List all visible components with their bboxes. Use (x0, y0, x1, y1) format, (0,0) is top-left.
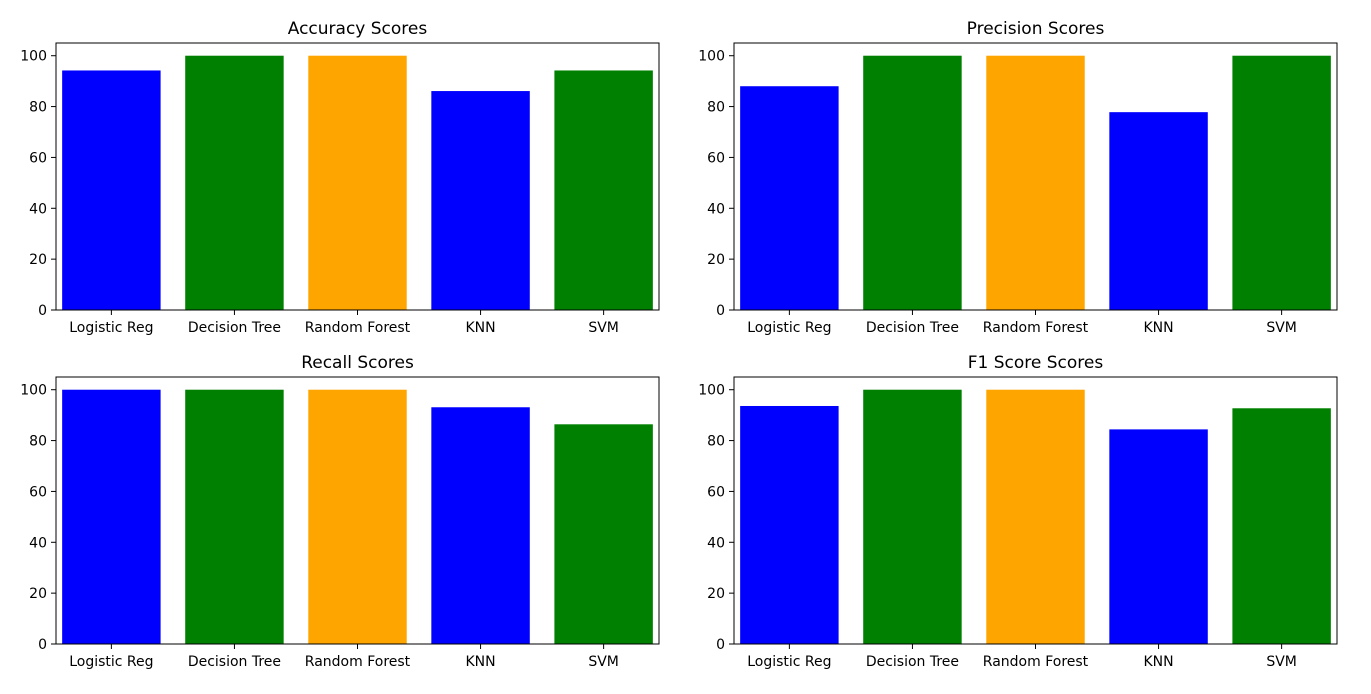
y-tick-label: 40 (29, 535, 47, 551)
x-tick-label-svm: SVM (588, 654, 619, 670)
chart-title: Accuracy Scores (288, 19, 428, 39)
y-tick-label: 0 (716, 303, 725, 319)
y-tick-label: 20 (29, 252, 47, 268)
x-tick-label-random-forest: Random Forest (305, 654, 411, 670)
bar-decision-tree (185, 389, 284, 644)
bar-logistic-reg (740, 86, 839, 310)
bar-logistic-reg (740, 405, 839, 644)
x-tick-label-logistic-reg: Logistic Reg (69, 654, 153, 670)
bar-svm (1232, 408, 1331, 644)
x-tick-label-logistic-reg: Logistic Reg (747, 654, 831, 670)
x-tick-label-knn: KNN (465, 654, 495, 670)
bar-random-forest (986, 389, 1085, 644)
x-tick-label-decision-tree: Decision Tree (866, 320, 959, 336)
y-tick-label: 60 (29, 484, 47, 500)
bar-logistic-reg (62, 70, 161, 310)
chart-panel-recall-scores: 0 20 40 60 80 100 Logistic Reg Decision Tree Ran… (20, 353, 660, 670)
x-tick-label-svm: SVM (588, 320, 619, 336)
x-tick-label-svm: SVM (1266, 654, 1297, 670)
x-tick-label-logistic-reg: Logistic Reg (747, 320, 831, 336)
y-tick-label: 20 (707, 586, 725, 602)
x-tick-label-random-forest: Random Forest (983, 320, 1089, 336)
y-tick-label: 100 (20, 383, 47, 399)
chart-title: F1 Score Scores (968, 353, 1104, 373)
x-tick-label-knn: KNN (1143, 654, 1173, 670)
x-tick-label-logistic-reg: Logistic Reg (69, 320, 153, 336)
bar-knn (431, 407, 530, 644)
y-tick-label: 100 (698, 49, 725, 65)
y-tick-label: 80 (29, 100, 47, 116)
bar-svm (1232, 55, 1331, 310)
x-tick-label-random-forest: Random Forest (305, 320, 411, 336)
bar-svm (554, 424, 653, 644)
chart-title: Precision Scores (967, 19, 1105, 39)
x-tick-label-decision-tree: Decision Tree (188, 654, 281, 670)
y-tick-label: 60 (29, 150, 47, 166)
x-tick-label-decision-tree: Decision Tree (188, 320, 281, 336)
y-tick-label: 100 (698, 383, 725, 399)
y-tick-label: 0 (38, 637, 47, 653)
chart-title: Recall Scores (301, 353, 414, 373)
y-tick-label: 80 (29, 434, 47, 450)
bar-knn (431, 91, 530, 310)
bar-knn (1109, 112, 1208, 310)
y-tick-label: 100 (20, 49, 47, 65)
y-tick-label: 0 (38, 303, 47, 319)
chart-panel-f1-score-scores: 0 20 40 60 80 100 Logistic Reg Decision Tree Ran… (698, 353, 1338, 670)
y-tick-label: 80 (707, 434, 725, 450)
y-tick-label: 80 (707, 100, 725, 116)
bar-logistic-reg (62, 389, 161, 644)
bar-random-forest (986, 55, 1085, 310)
y-tick-label: 0 (716, 637, 725, 653)
x-tick-label-decision-tree: Decision Tree (866, 654, 959, 670)
bar-random-forest (308, 55, 407, 310)
bar-random-forest (308, 389, 407, 644)
bar-decision-tree (863, 389, 962, 644)
y-tick-label: 20 (707, 252, 725, 268)
x-tick-label-knn: KNN (465, 320, 495, 336)
y-tick-label: 60 (707, 150, 725, 166)
x-tick-label-knn: KNN (1143, 320, 1173, 336)
y-tick-label: 20 (29, 586, 47, 602)
bar-knn (1109, 429, 1208, 644)
x-tick-label-svm: SVM (1266, 320, 1297, 336)
chart-panel-precision-scores: 0 20 40 60 80 100 Logistic Reg Decision Tree Ran… (698, 19, 1338, 336)
x-tick-label-random-forest: Random Forest (983, 654, 1089, 670)
bar-decision-tree (863, 55, 962, 310)
chart-panel-accuracy-scores: 0 20 40 60 80 100 Logistic Reg Decision Tree Ran… (20, 19, 660, 336)
y-tick-label: 60 (707, 484, 725, 500)
bar-svm (554, 70, 653, 310)
y-tick-label: 40 (29, 201, 47, 217)
y-tick-label: 40 (707, 535, 725, 551)
bar-decision-tree (185, 55, 284, 310)
y-tick-label: 40 (707, 201, 725, 217)
